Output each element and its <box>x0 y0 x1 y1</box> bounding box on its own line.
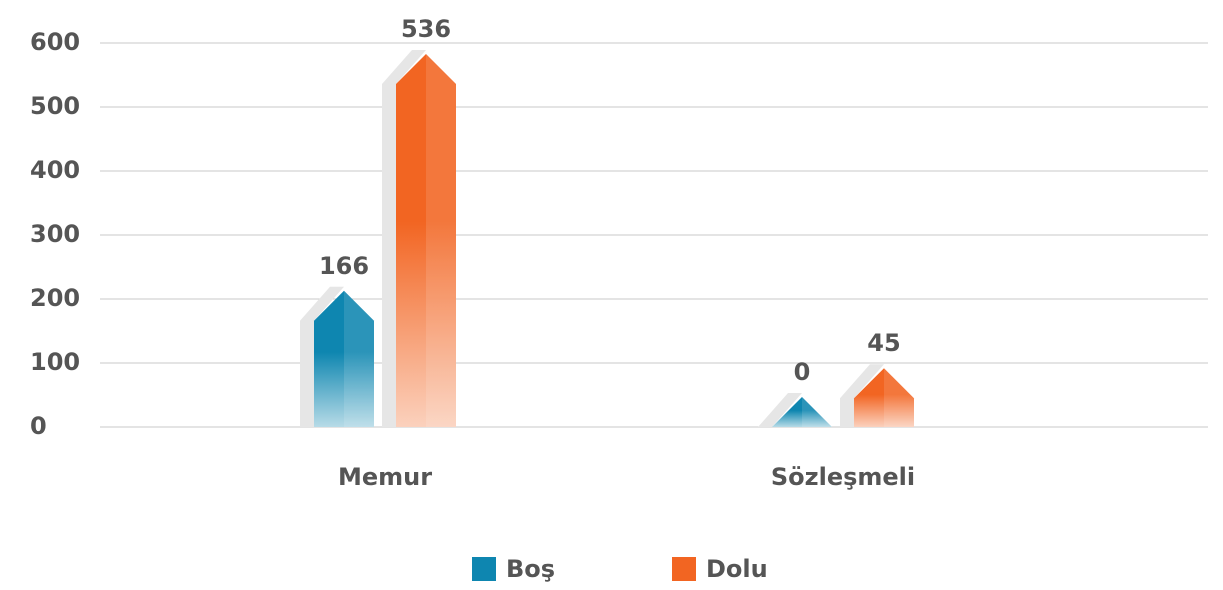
bar-highlight <box>884 368 914 427</box>
legend-swatch <box>672 557 696 581</box>
y-tick-label: 200 <box>30 284 80 312</box>
x-tick-label: Memur <box>338 463 432 491</box>
bar <box>314 290 374 427</box>
y-tick-label: 300 <box>30 220 80 248</box>
data-label: 0 <box>794 358 811 386</box>
legend-label: Dolu <box>706 555 768 583</box>
bar-highlight <box>344 290 374 427</box>
y-tick-label: 100 <box>30 348 80 376</box>
bar-highlight <box>802 397 832 427</box>
x-tick-label: Sözleşmeli <box>771 463 915 491</box>
legend-swatch <box>472 557 496 581</box>
legend-label: Boş <box>506 555 555 583</box>
bar-shadow <box>840 364 884 427</box>
bar-shadow <box>300 286 344 427</box>
y-tick-label: 500 <box>30 92 80 120</box>
bar-shadow <box>382 49 426 428</box>
data-label: 166 <box>319 252 369 280</box>
y-tick-label: 0 <box>30 412 47 440</box>
data-label: 536 <box>401 15 451 43</box>
bar <box>772 397 832 427</box>
bar <box>854 368 914 427</box>
y-tick-label: 400 <box>30 156 80 184</box>
data-label: 45 <box>867 329 900 357</box>
bar-shadow <box>758 393 802 427</box>
bar <box>396 53 456 428</box>
bar-highlight <box>426 53 456 428</box>
y-tick-label: 600 <box>30 28 80 56</box>
